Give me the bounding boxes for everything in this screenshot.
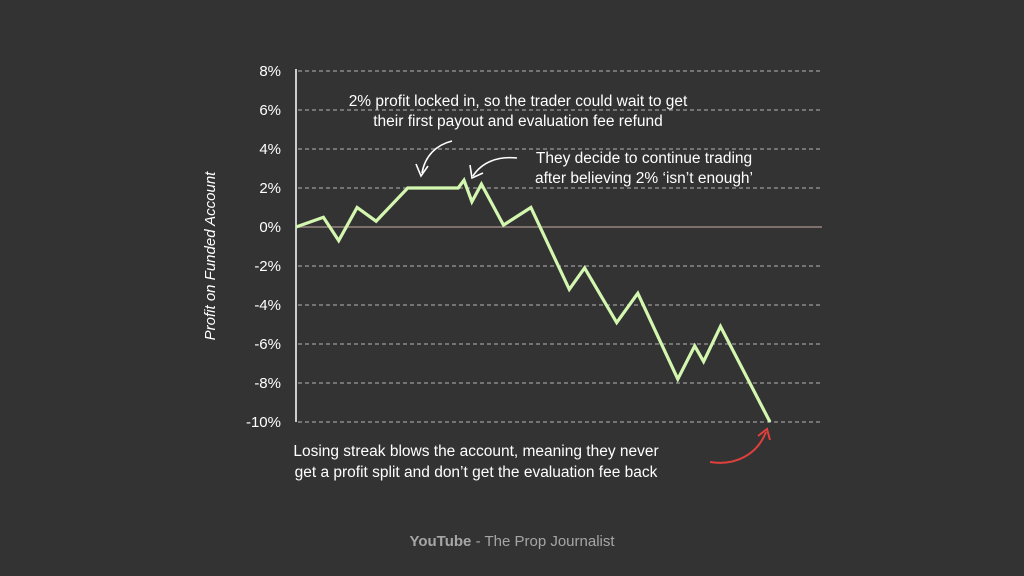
- annotation-continue-trading-line-1: They decide to continue trading: [536, 150, 752, 167]
- y-tick-label: -4%: [254, 297, 281, 314]
- annotation-locked-in-line-2: their first payout and evaluation fee re…: [373, 113, 663, 130]
- footer-brand: YouTube: [409, 533, 471, 550]
- y-tick-labels: 8% 6% 4% 2% 0% -2% -4% -6% -8% -10%: [246, 63, 281, 431]
- y-tick-label: -8%: [254, 375, 281, 392]
- curved-arrow-icon: [469, 156, 518, 180]
- red-curved-arrow-icon: [709, 427, 771, 464]
- y-tick-label: -2%: [254, 258, 281, 275]
- y-tick-label: 4%: [259, 141, 281, 158]
- series: [295, 176, 772, 423]
- y-tick-label: 0%: [259, 219, 281, 236]
- y-tick-label: -6%: [254, 336, 281, 353]
- profit-series-line: [295, 176, 772, 423]
- annotation-continue-trading-line-2: after believing 2% ‘isn’t enough’: [535, 170, 753, 187]
- annotation-locked-in: 2% profit locked in, so the trader could…: [349, 93, 688, 178]
- annotation-blows-account: Losing streak blows the account, meaning…: [293, 427, 771, 481]
- curved-arrow-icon: [415, 140, 453, 178]
- annotation-blows-account-line-2: get a profit split and don’t get the eva…: [295, 464, 658, 481]
- footer-credit: YouTube - The Prop Journalist: [409, 533, 615, 550]
- annotation-continue-trading: They decide to continue trading after be…: [469, 150, 753, 187]
- y-tick-label: 6%: [259, 102, 281, 119]
- footer-channel: - The Prop Journalist: [471, 533, 615, 550]
- annotation-blows-account-line-1: Losing streak blows the account, meaning…: [293, 443, 658, 460]
- y-tick-label: -10%: [246, 414, 281, 431]
- y-tick-label: 8%: [259, 63, 281, 80]
- y-axis-label: Profit on Funded Account: [202, 171, 219, 341]
- y-tick-label: 2%: [259, 180, 281, 197]
- annotation-locked-in-line-1: 2% profit locked in, so the trader could…: [349, 93, 688, 110]
